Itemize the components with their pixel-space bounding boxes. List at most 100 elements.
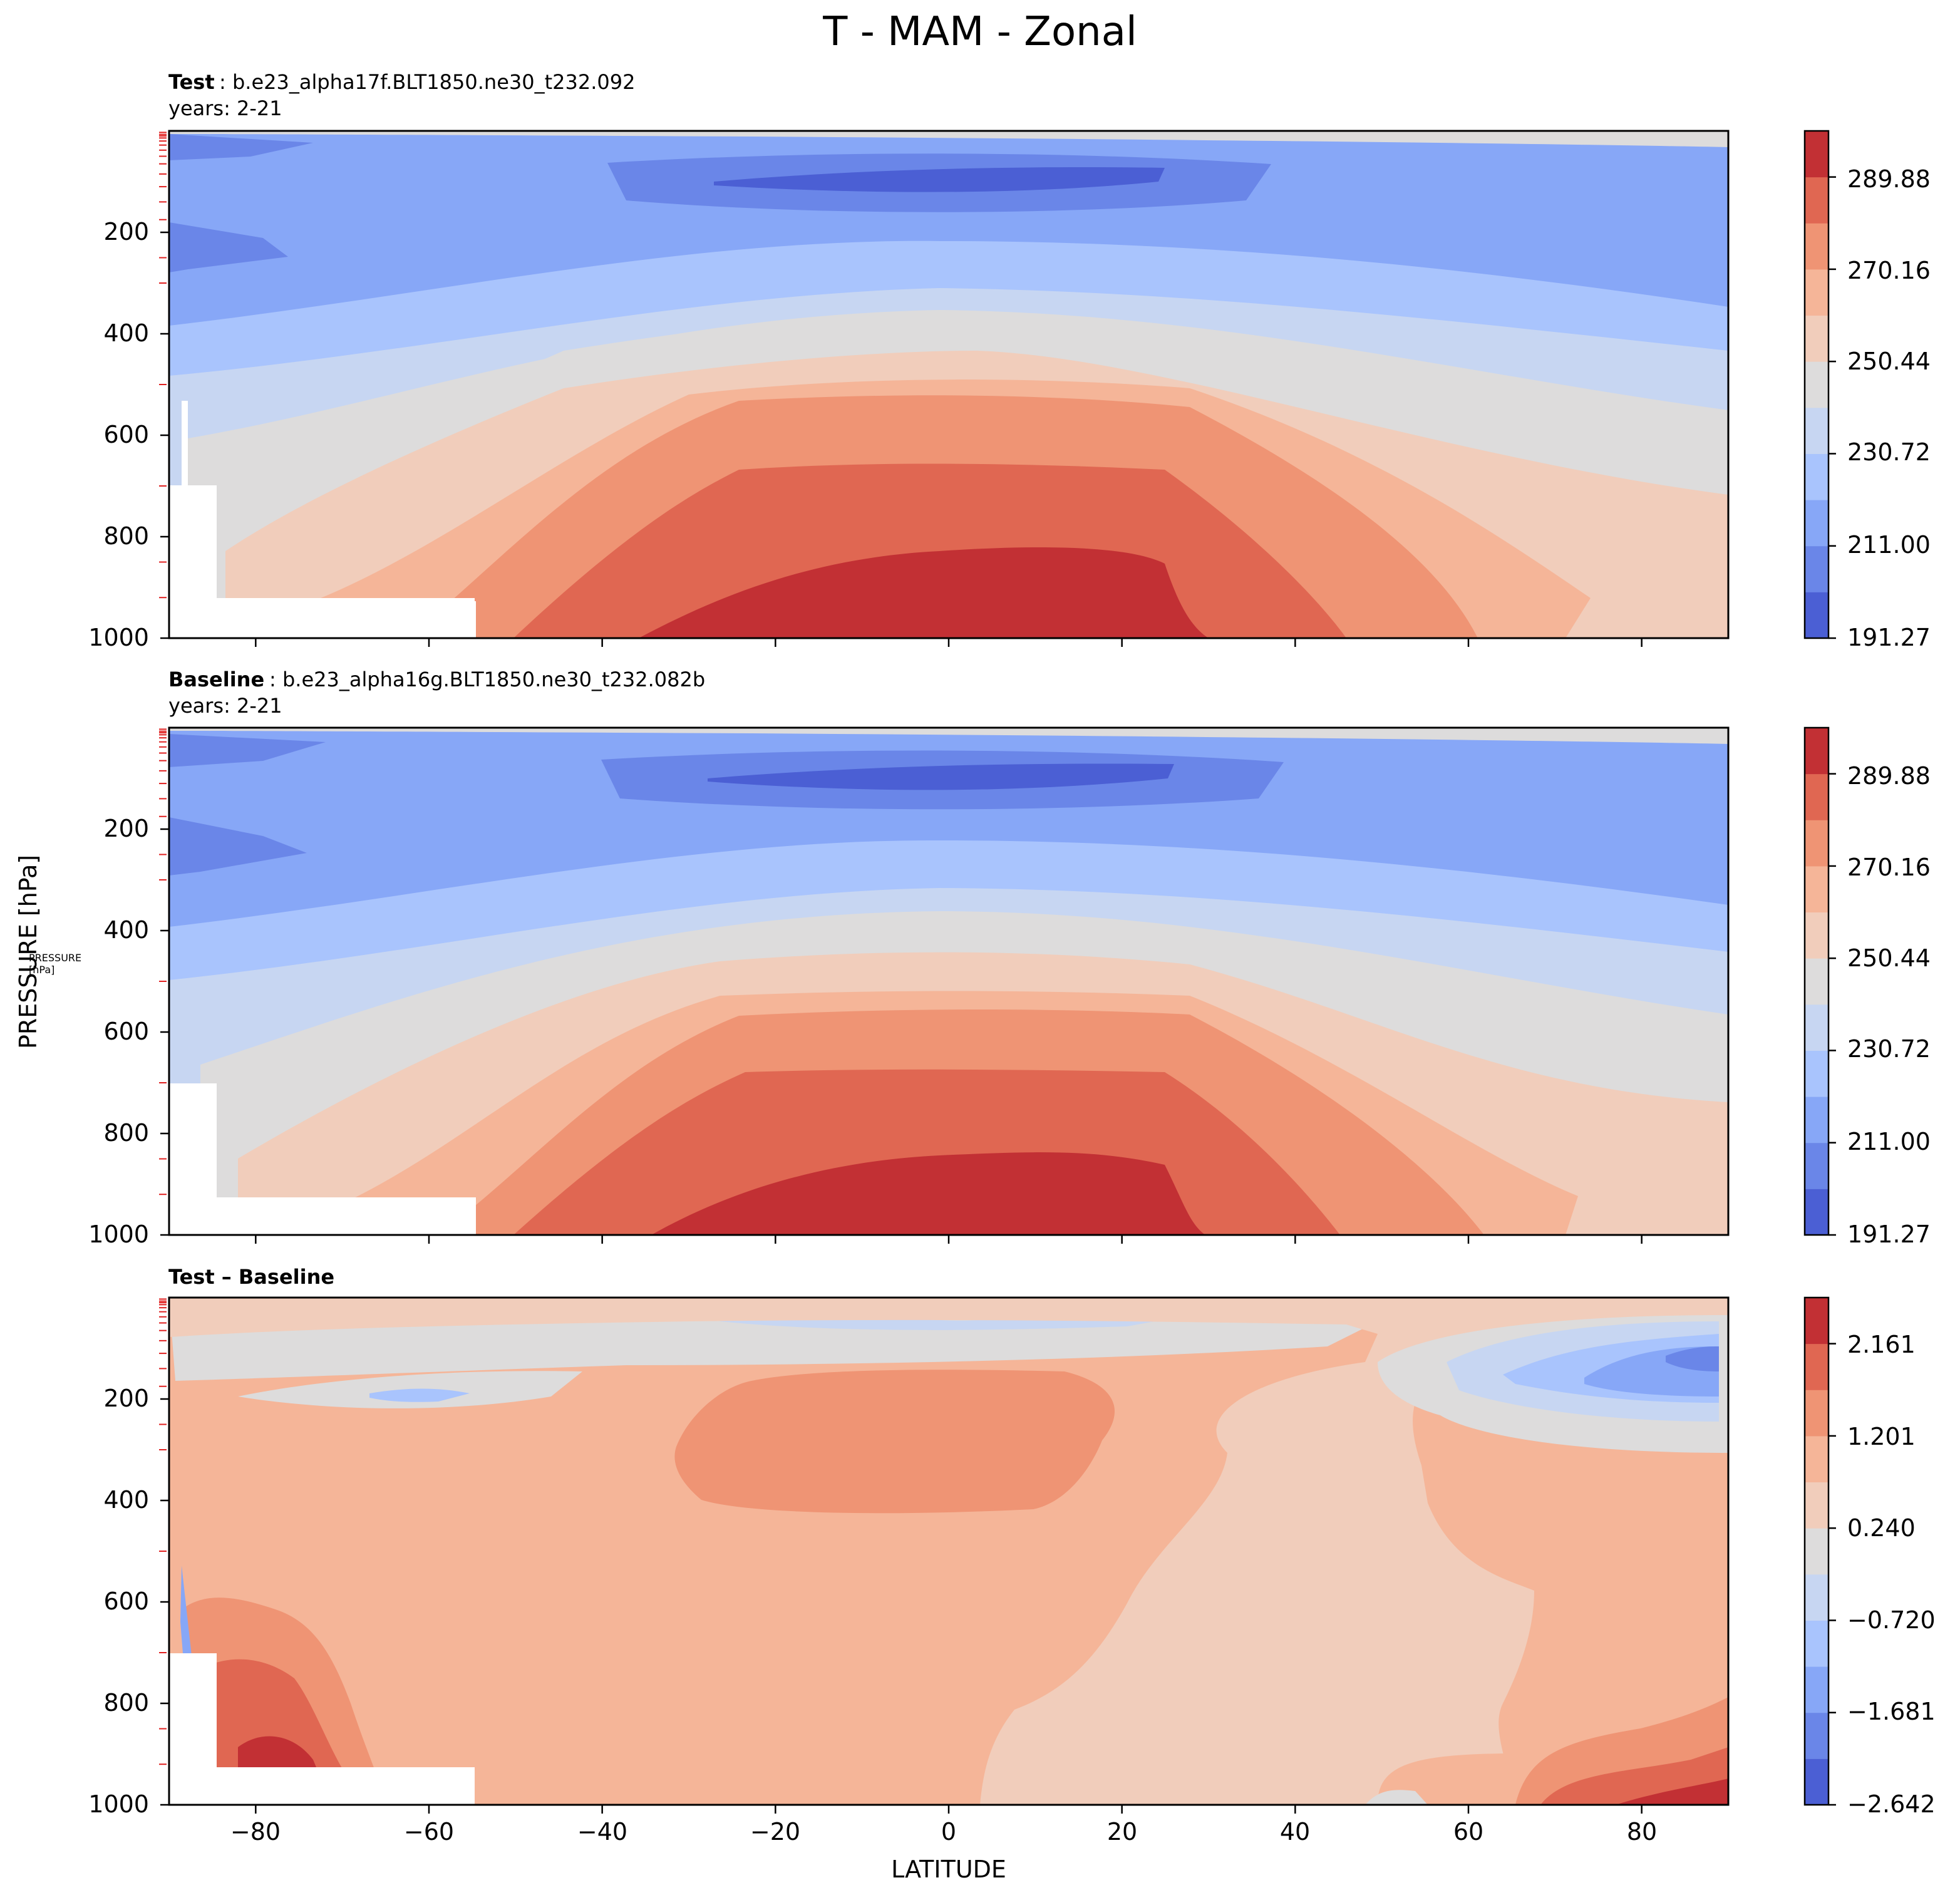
colorbar-tick-label: 1.201 — [1847, 1423, 1916, 1450]
tick-label: 600 — [103, 1018, 149, 1045]
tick-label: 400 — [103, 916, 149, 944]
colorbar-segment — [1805, 592, 1828, 639]
colorbar-segment — [1805, 453, 1828, 500]
colorbar-tick-label: −2.642 — [1847, 1790, 1936, 1818]
x-tick-label: −60 — [404, 1818, 454, 1846]
colorbar-segment — [1805, 1343, 1828, 1390]
colorbar-tick-label: 230.72 — [1847, 438, 1931, 466]
x-tick-label: −80 — [230, 1818, 281, 1846]
colorbar-segment — [1805, 773, 1828, 820]
colorbar-segment — [1805, 912, 1828, 959]
test-colorbar-labels: 289.88 270.16 250.44 230.72 211.00 191.2… — [1847, 165, 1931, 651]
baseline-panel-years: years: 2-21 — [168, 694, 282, 718]
difference-colorbar — [1803, 1296, 1836, 1806]
colorbar-segment — [1805, 223, 1828, 270]
test-colorbar — [1803, 130, 1836, 639]
colorbar-segment — [1805, 315, 1828, 362]
colorbar-segment — [1805, 545, 1828, 592]
x-tick-label: −40 — [577, 1818, 627, 1846]
baseline-y-ticks: 200 400 600 800 1000 — [88, 815, 149, 1248]
colorbar-segment — [1805, 1435, 1828, 1483]
colorbar-tick-label: 191.27 — [1847, 1221, 1931, 1248]
colorbar-segment — [1805, 1050, 1828, 1097]
baseline-panel-label-rest: : b.e23_alpha16g.BLT1850.ne30_t232.082b — [269, 668, 705, 691]
difference-panel-label: Test – Baseline — [168, 1265, 334, 1289]
tick-label: 200 — [103, 1385, 149, 1412]
colorbar-tick-label: 230.72 — [1847, 1035, 1931, 1063]
colorbar-tick-label: 270.16 — [1847, 854, 1931, 881]
colorbar-tick-label: 191.27 — [1847, 624, 1931, 651]
tick-label: 1000 — [88, 624, 149, 651]
colorbar-segment — [1805, 177, 1828, 224]
colorbar-frame — [1803, 130, 1830, 639]
tick-label: 400 — [103, 1486, 149, 1514]
colorbar-segment — [1805, 500, 1828, 547]
colorbar-tick-label: 250.44 — [1847, 348, 1931, 375]
colorbar-segment — [1805, 1666, 1828, 1713]
tick-label: 400 — [103, 319, 149, 347]
tick-label: 600 — [103, 421, 149, 448]
colorbar-tick-label: −0.720 — [1847, 1606, 1936, 1634]
colorbar-frame — [1803, 1296, 1830, 1806]
colorbar-segment — [1805, 1758, 1828, 1805]
colorbar-segment — [1805, 407, 1828, 454]
baseline-tick-marks — [159, 728, 1643, 1244]
y-axis-label-text: PRESSURE [hPa] — [14, 855, 42, 1049]
tick-label: 1000 — [88, 1221, 149, 1248]
x-tick-label: 40 — [1280, 1818, 1310, 1846]
colorbar-segment — [1805, 1142, 1828, 1189]
colorbar-segment — [1805, 1482, 1828, 1529]
colorbar-segment — [1805, 1390, 1828, 1437]
baseline-colorbar — [1803, 726, 1836, 1236]
colorbar-segment — [1805, 1528, 1828, 1575]
difference-panel: Test – Baseline — [88, 1265, 1935, 1883]
colorbar-tick-label: 211.00 — [1847, 1128, 1931, 1155]
colorbar-segment — [1805, 1097, 1828, 1144]
tick-label: 200 — [103, 218, 149, 245]
colorbar-segment — [1805, 728, 1828, 775]
colorbar-segment — [1805, 820, 1828, 867]
colorbar-segment — [1805, 269, 1828, 316]
colorbar-tick-label: 289.88 — [1847, 762, 1931, 790]
colorbar-segment — [1805, 1298, 1828, 1345]
test-panel-label-rest: : b.e23_alpha17f.BLT1850.ne30_t232.092 — [219, 70, 635, 94]
difference-x-ticks: −80 −60 −40 −20 0 20 40 60 80 — [230, 1818, 1657, 1846]
difference-contour-field — [169, 1298, 1728, 1805]
baseline-panel-label-bold: Baseline — [168, 668, 264, 691]
x-tick-label: −20 — [750, 1818, 800, 1846]
difference-tick-marks — [159, 1298, 1643, 1814]
colorbar-tick-label: 0.240 — [1847, 1514, 1916, 1542]
tick-label: 1000 — [88, 1790, 149, 1818]
test-contour-field — [169, 131, 1728, 638]
test-panel-label-bold: Test — [168, 70, 215, 94]
x-tick-label: 20 — [1107, 1818, 1137, 1846]
difference-colorbar-labels: 2.161 1.201 0.240 −0.720 −1.681 −2.642 — [1847, 1331, 1936, 1818]
x-tick-label: 60 — [1453, 1818, 1483, 1846]
tick-label: 800 — [103, 522, 149, 550]
colorbar-tick-label: 270.16 — [1847, 257, 1931, 284]
colorbar-segment — [1805, 958, 1828, 1005]
baseline-contour-field — [169, 728, 1728, 1235]
tick-label: 600 — [103, 1588, 149, 1615]
figure-title: T - MAM - Zonal — [823, 9, 1137, 55]
colorbar-frame — [1803, 726, 1830, 1236]
colorbar-tick-label: 250.44 — [1847, 944, 1931, 972]
colorbar-segment — [1805, 131, 1828, 178]
colorbar-segment — [1805, 361, 1828, 408]
colorbar-tick-label: 211.00 — [1847, 531, 1931, 559]
colorbar-segment — [1805, 865, 1828, 913]
tick-label: 800 — [103, 1689, 149, 1717]
colorbar-tick-label: −1.681 — [1847, 1698, 1936, 1725]
x-axis-label: LATITUDE — [891, 1856, 1006, 1883]
colorbar-segment — [1805, 1620, 1828, 1667]
x-tick-label: 80 — [1627, 1818, 1657, 1846]
test-y-ticks: 200 400 600 800 1000 — [88, 218, 149, 651]
test-tick-marks — [159, 132, 1643, 647]
baseline-colorbar-labels: 289.88 270.16 250.44 230.72 211.00 191.2… — [1847, 762, 1931, 1248]
test-panel: Test : b.e23_alpha17f.BLT1850.ne30_t232.… — [88, 70, 1931, 651]
test-panel-years: years: 2-21 — [168, 96, 282, 120]
colorbar-tick-label: 2.161 — [1847, 1331, 1916, 1358]
tick-label: 800 — [103, 1119, 149, 1147]
colorbar-segment — [1805, 1574, 1828, 1621]
